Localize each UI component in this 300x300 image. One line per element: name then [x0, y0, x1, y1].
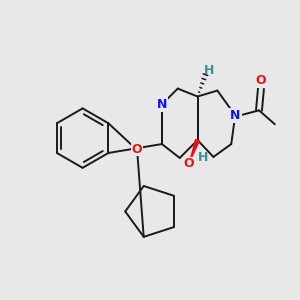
Text: N: N	[157, 98, 167, 111]
Text: O: O	[132, 142, 142, 155]
Text: H: H	[198, 152, 209, 164]
Text: H: H	[204, 64, 214, 77]
Text: N: N	[230, 109, 240, 122]
Text: O: O	[183, 158, 194, 170]
Text: O: O	[256, 74, 266, 87]
Polygon shape	[190, 140, 200, 162]
